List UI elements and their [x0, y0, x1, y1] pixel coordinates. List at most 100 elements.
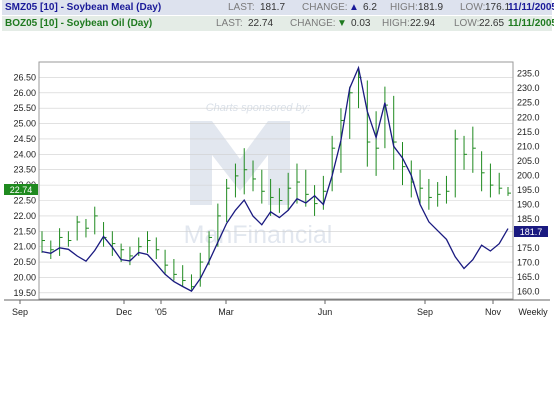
oil-bar	[59, 228, 63, 256]
last-meal-marker: 181.7	[514, 226, 548, 237]
oil-bar	[208, 231, 213, 266]
change-down-icon: ▼	[337, 18, 347, 29]
oil-bar	[147, 231, 151, 253]
right-tick-label: 160.0	[517, 287, 540, 297]
right-tick-label: 200.0	[517, 170, 540, 180]
oil-bar	[498, 172, 503, 195]
oil-bar	[173, 258, 177, 281]
right-tick-label: 175.0	[517, 243, 540, 253]
left-tick-label: 24.50	[13, 134, 36, 144]
oil-bar	[67, 231, 72, 247]
right-tick-label: 195.0	[517, 185, 540, 195]
oil-bar	[437, 182, 441, 207]
left-tick-label: 26.50	[13, 72, 36, 82]
oil-bar	[41, 231, 45, 253]
oil-bar	[393, 95, 397, 170]
x-axis: Sep Dec '05 Mar Jun Sep Nov Weekly	[12, 300, 548, 317]
oil-bar	[375, 111, 380, 176]
oil-bar	[164, 249, 169, 275]
oil-bar	[445, 175, 450, 204]
oil-bar	[217, 203, 221, 247]
oil-bar	[454, 129, 459, 198]
high-label: HIGH:	[390, 2, 418, 13]
brand-text: ManFinancial	[184, 221, 333, 249]
oil-bar	[472, 126, 476, 173]
right-tick-label: 170.0	[517, 258, 540, 268]
oil-bar	[419, 169, 424, 204]
oil-bar	[489, 163, 494, 198]
plot-frame	[38, 61, 514, 300]
left-tick-label: 26.00	[13, 88, 36, 98]
oil-bar	[243, 148, 248, 195]
last-value: 181.7	[260, 2, 286, 13]
right-tick-label: 205.0	[517, 156, 540, 166]
high-value: 22.94	[410, 18, 436, 29]
x-tick-label: Sep	[417, 307, 433, 317]
high-value: 181.9	[418, 2, 444, 13]
oil-bar	[401, 142, 406, 186]
left-tick-label: 22.50	[13, 196, 36, 206]
oil-bar	[103, 222, 107, 247]
oil-bar	[270, 178, 274, 216]
soybean-meal-series	[41, 65, 509, 292]
oil-bar	[199, 252, 204, 287]
x-tick-label: '05	[155, 307, 167, 317]
oil-bar	[366, 80, 371, 167]
right-tick-label: 185.0	[517, 214, 540, 224]
symbol-label[interactable]: BOZ05 [10] - Soybean Oil (Day)	[5, 18, 153, 29]
price-chart: Charts sponsored by: ManFinancial 26.50 2…	[4, 61, 550, 317]
oil-bar	[76, 215, 81, 241]
change-value: 0.03	[351, 18, 371, 29]
right-tick-label: 220.0	[517, 112, 540, 122]
oil-bar	[305, 169, 309, 207]
last-oil-marker: 22.74	[4, 184, 38, 195]
x-tick-label: Mar	[218, 307, 234, 317]
oil-bar	[331, 135, 336, 192]
x-tick-label: Nov	[485, 307, 502, 317]
quote-date: 11/11/2005	[508, 2, 554, 13]
change-value: 6.2	[363, 2, 377, 13]
sponsor-watermark: Charts sponsored by: ManFinancial	[184, 102, 333, 249]
x-tick-label: Jun	[318, 307, 333, 317]
man-logo-icon	[190, 121, 290, 205]
oil-bar	[481, 151, 485, 192]
oil-bar	[85, 218, 89, 238]
oil-bar	[155, 237, 160, 259]
high-label: HIGH:	[382, 18, 410, 29]
oil-bar	[349, 86, 353, 139]
left-tick-label: 24.00	[13, 149, 36, 159]
oil-bar	[507, 186, 511, 196]
left-tick-label: 22.00	[13, 211, 36, 221]
quote-row-soybean-meal: SMZ05 [10] - Soybean Meal (Day) LAST: 18…	[2, 0, 554, 15]
last-label: LAST:	[216, 18, 243, 29]
quote-row-soybean-oil: BOZ05 [10] - Soybean Oil (Day) LAST: 22.…	[2, 16, 554, 31]
x-tick-label: Weekly	[518, 307, 548, 317]
change-label: CHANGE:	[302, 2, 348, 13]
quote-date: 11/11/2005	[508, 18, 554, 29]
soybean-oil-series	[41, 68, 511, 290]
last-meal-label: 181.7	[520, 227, 543, 237]
low-value: 22.65	[479, 18, 505, 29]
oil-bar	[234, 163, 239, 198]
left-tick-label: 25.00	[13, 119, 36, 129]
oil-bar	[111, 231, 116, 256]
left-tick-label: 19.50	[13, 288, 36, 298]
change-up-icon: ▲	[349, 2, 359, 13]
oil-bar	[226, 178, 230, 223]
symbol-label[interactable]: SMZ05 [10] - Soybean Meal (Day)	[5, 2, 162, 13]
right-tick-label: 165.0	[517, 272, 540, 282]
oil-bar	[296, 163, 300, 204]
oil-bar	[287, 172, 292, 210]
oil-bar	[261, 169, 265, 204]
low-label: LOW:	[454, 18, 480, 29]
right-tick-label: 230.0	[517, 83, 540, 93]
oil-bar	[50, 240, 54, 259]
right-tick-label: 190.0	[517, 199, 540, 209]
left-tick-label: 20.50	[13, 257, 36, 267]
last-oil-label: 22.74	[10, 185, 33, 195]
oil-bar	[129, 246, 133, 266]
oil-bar	[252, 160, 257, 192]
left-tick-label: 20.00	[13, 272, 36, 282]
left-tick-label: 25.50	[13, 103, 36, 113]
oil-bar	[463, 135, 468, 170]
